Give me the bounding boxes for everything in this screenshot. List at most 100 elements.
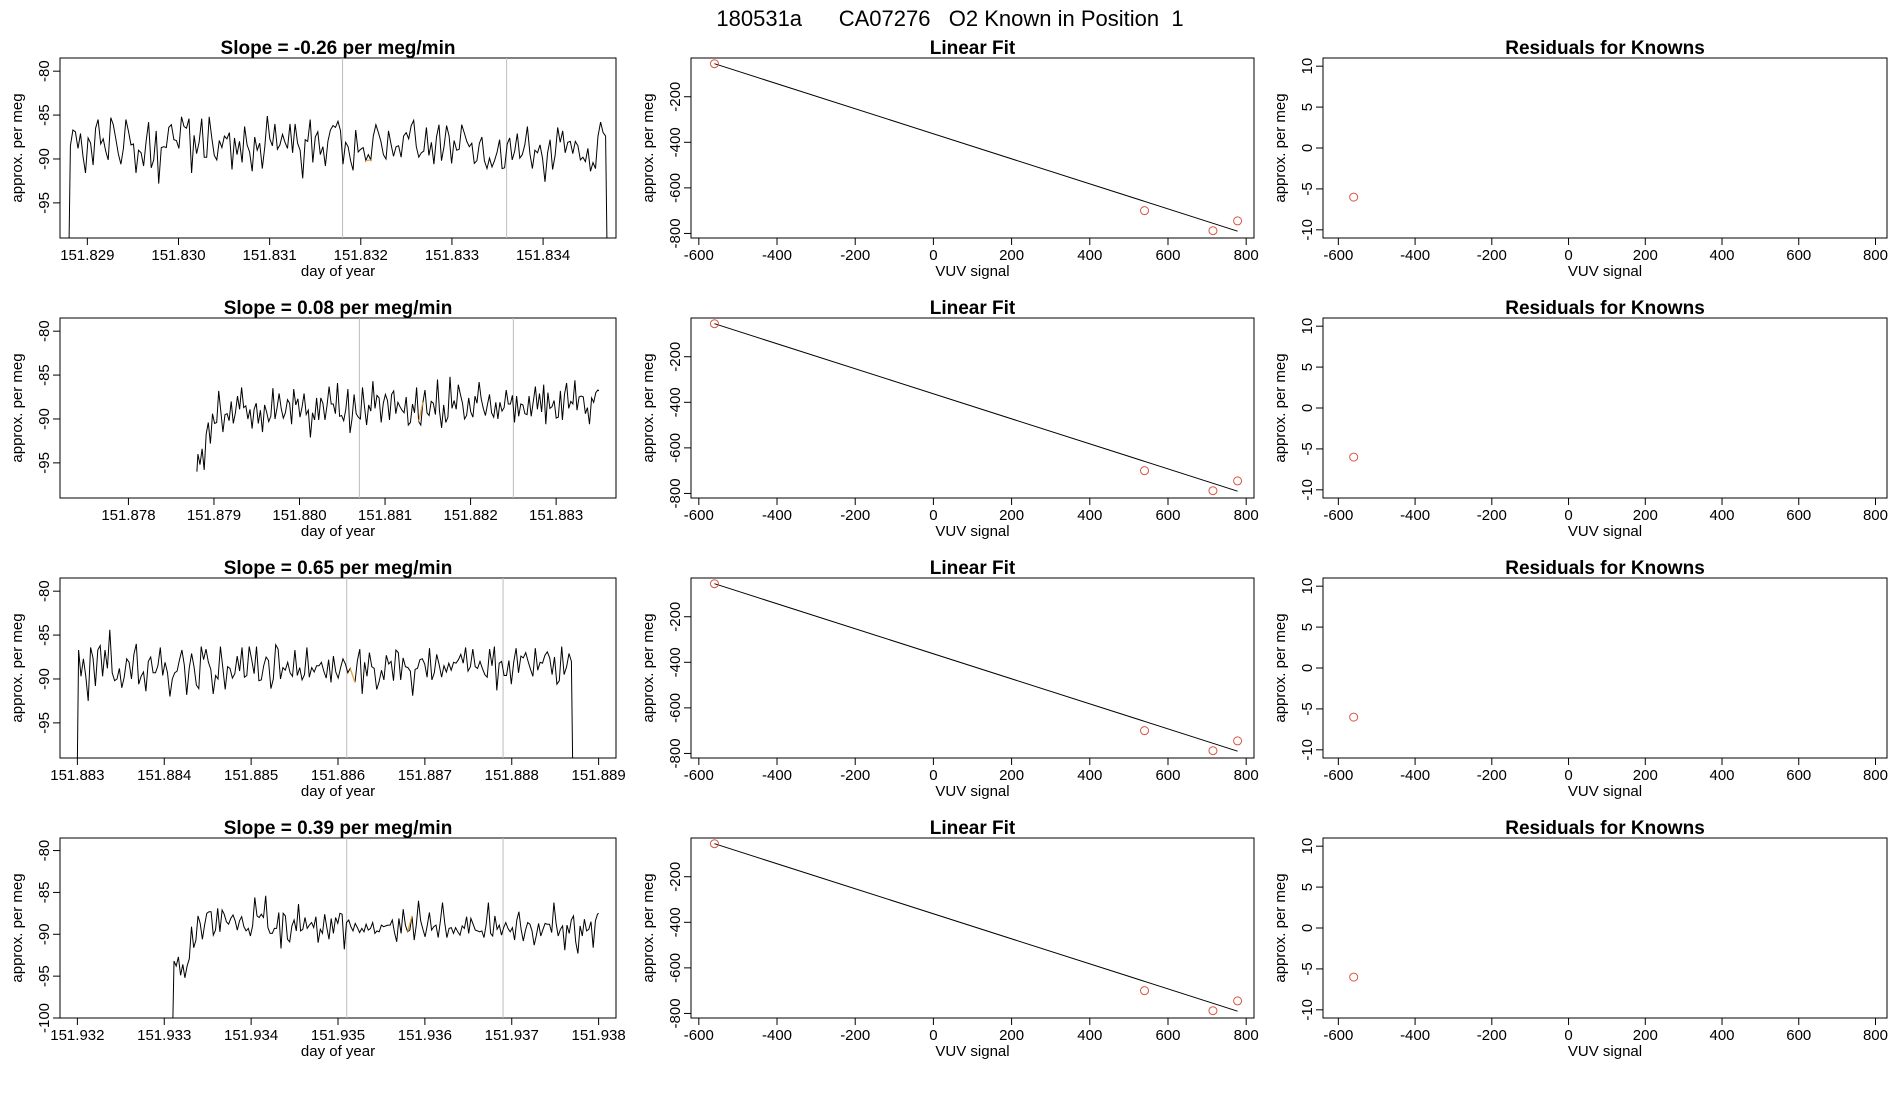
y-axis-label: approx. per meg <box>640 93 657 202</box>
x-tick-label: -600 <box>684 767 714 784</box>
x-tick-label: -600 <box>1323 507 1353 524</box>
y-axis-label: approx. per meg <box>640 613 657 722</box>
page-title: 180531a CA07276 O2 Known in Position 1 <box>716 6 1183 31</box>
x-tick-label: 400 <box>1710 247 1735 264</box>
x-axis-label: day of year <box>301 263 375 280</box>
plot-area <box>172 838 599 1018</box>
x-tick-label: 151.934 <box>224 1027 278 1044</box>
x-tick-label: 600 <box>1155 1027 1180 1044</box>
x-tick-label: -600 <box>684 1027 714 1044</box>
x-tick-label: -400 <box>1400 507 1430 524</box>
x-tick-label: 0 <box>929 1027 937 1044</box>
x-tick-label: -400 <box>762 507 792 524</box>
y-tick-label: -600 <box>667 693 684 723</box>
y-tick-label: -80 <box>36 580 53 602</box>
x-tick-label: 600 <box>1786 507 1811 524</box>
data-point <box>1233 736 1243 746</box>
x-tick-label: 200 <box>1633 247 1658 264</box>
x-tick-label: 800 <box>1863 247 1888 264</box>
data-point <box>1208 486 1218 496</box>
y-tick-label: -400 <box>667 907 684 937</box>
x-tick-label: 151.933 <box>137 1027 191 1044</box>
x-tick-label: 200 <box>999 507 1024 524</box>
x-tick-label: 151.833 <box>425 247 479 264</box>
x-tick-label: 600 <box>1155 247 1180 264</box>
y-tick-label: -95 <box>36 965 53 987</box>
x-tick-label: 151.885 <box>224 767 278 784</box>
x-tick-label: 200 <box>1633 507 1658 524</box>
y-tick-label: -5 <box>1299 962 1316 975</box>
plot-area <box>709 59 1243 236</box>
x-tick-label: 200 <box>999 1027 1024 1044</box>
x-tick-label: 800 <box>1863 767 1888 784</box>
y-tick-label: -10 <box>1299 999 1316 1021</box>
data-point <box>1208 746 1218 756</box>
y-tick-label: -90 <box>36 923 53 945</box>
y-tick-label: -90 <box>36 148 53 170</box>
y-tick-label: 0 <box>1299 404 1316 412</box>
x-axis-label: VUV signal <box>1568 263 1642 280</box>
x-tick-label: 600 <box>1155 507 1180 524</box>
x-tick-label: -200 <box>840 767 870 784</box>
residuals-panel-row-3: Residuals for Knowns -600 -400 -200 0 200 400 6… <box>1272 558 1888 800</box>
x-tick-label: -600 <box>1323 767 1353 784</box>
y-tick-label: -90 <box>36 668 53 690</box>
x-tick-label: -200 <box>840 247 870 264</box>
x-tick-label: 800 <box>1234 767 1259 784</box>
plot-frame <box>59 57 617 239</box>
y-tick-label: -200 <box>667 82 684 112</box>
y-tick-label: -600 <box>667 173 684 203</box>
y-tick-label: -95 <box>36 452 53 474</box>
x-axis-label: VUV signal <box>1568 783 1642 800</box>
y-tick-label: -5 <box>1299 442 1316 455</box>
data-point <box>709 319 719 329</box>
x-tick-label: 151.937 <box>485 1027 539 1044</box>
data-point <box>1349 452 1359 462</box>
x-tick-label: 200 <box>999 247 1024 264</box>
x-tick-label: 0 <box>929 767 937 784</box>
x-tick-label: 600 <box>1786 767 1811 784</box>
panel-title: Linear Fit <box>930 558 1016 579</box>
x-tick-label: -200 <box>840 1027 870 1044</box>
fit-line <box>714 843 1238 1012</box>
y-tick-label: -5 <box>1299 182 1316 195</box>
x-axis-label: day of year <box>301 783 375 800</box>
x-tick-label: 151.932 <box>50 1027 104 1044</box>
chart-grid: Slope = -0.26 per meg/min 151.829 151.830 1… <box>9 38 1888 1060</box>
y-axis-label: approx. per meg <box>9 873 26 982</box>
y-axis-label: approx. per meg <box>640 353 657 462</box>
y-tick-label: -10 <box>1299 219 1316 241</box>
x-tick-label: 800 <box>1863 1027 1888 1044</box>
y-tick-label: -800 <box>667 218 684 248</box>
x-tick-label: 151.886 <box>311 767 365 784</box>
y-axis-label: approx. per meg <box>9 613 26 722</box>
y-tick-label: -85 <box>36 364 53 386</box>
y-tick-label: -95 <box>36 192 53 214</box>
x-tick-label: -200 <box>840 507 870 524</box>
x-tick-label: -200 <box>1477 767 1507 784</box>
plot-area <box>1349 192 1359 202</box>
y-tick-label: -200 <box>667 342 684 372</box>
data-point <box>709 839 719 849</box>
x-tick-label: 400 <box>1077 507 1102 524</box>
panel-title: Residuals for Knowns <box>1505 38 1705 59</box>
x-tick-label: 400 <box>1710 1027 1735 1044</box>
plot-area <box>76 578 574 758</box>
plot-area <box>68 58 608 238</box>
y-tick-label: -95 <box>36 712 53 734</box>
y-axis-label: approx. per meg <box>1272 873 1289 982</box>
y-tick-label: 10 <box>1299 838 1316 855</box>
series-line <box>172 895 599 1018</box>
data-point <box>709 579 719 589</box>
x-tick-label: 0 <box>1564 767 1572 784</box>
linear-fit-panel-row-1: Linear Fit -600 -400 -200 0 200 400 600 800 VUV s… <box>640 38 1259 280</box>
x-tick-label: 200 <box>999 767 1024 784</box>
x-tick-label: 151.888 <box>485 767 539 784</box>
plot-frame <box>59 577 617 759</box>
x-tick-label: 151.832 <box>334 247 388 264</box>
y-tick-label: -80 <box>36 60 53 82</box>
drift-panel-row-2: Slope = 0.08 per meg/min 151.878 151.879 15… <box>9 298 617 540</box>
x-tick-label: 151.879 <box>187 507 241 524</box>
x-axis-label: VUV signal <box>1568 523 1642 540</box>
